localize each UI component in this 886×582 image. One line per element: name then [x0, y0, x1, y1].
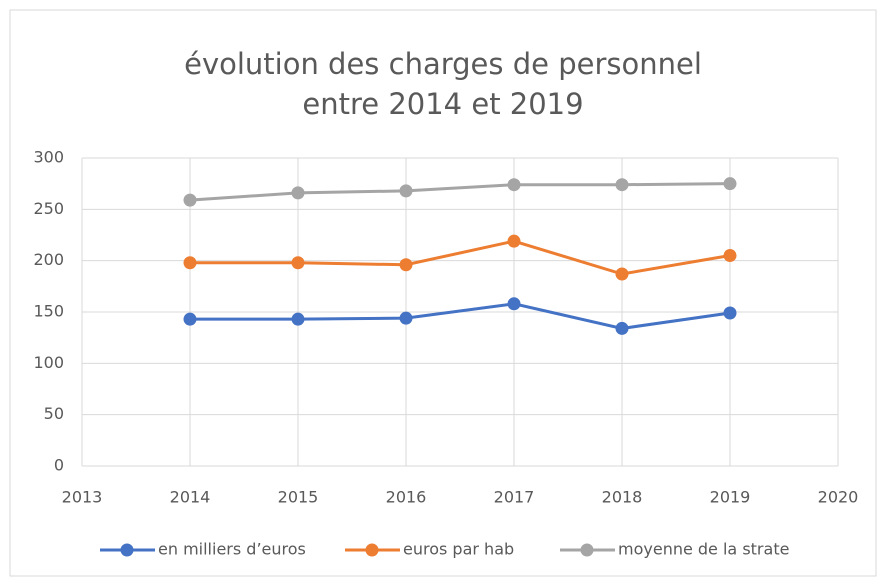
data-point [399, 184, 413, 198]
series-line [190, 302, 731, 330]
data-point [291, 256, 305, 270]
y-tick-label: 50 [44, 404, 64, 423]
x-tick-label: 2018 [602, 488, 643, 507]
data-point [183, 256, 197, 270]
chart-title: évolution des charges de personnel [184, 47, 702, 81]
x-tick-label: 2017 [494, 488, 535, 507]
data-point [615, 178, 629, 192]
legend-label: moyenne de la strate [618, 540, 789, 559]
y-tick-label: 300 [33, 148, 64, 167]
x-tick-label: 2013 [62, 488, 103, 507]
data-point [183, 193, 197, 207]
x-tick-label: 2015 [278, 488, 319, 507]
y-tick-label: 200 [33, 250, 64, 269]
x-tick-label: 2014 [170, 488, 211, 507]
data-point [507, 178, 521, 192]
chart-border [9, 9, 877, 577]
y-tick-label: 150 [33, 302, 64, 321]
x-tick-label: 2020 [818, 488, 859, 507]
data-point [399, 258, 413, 272]
legend-label: en milliers d’euros [158, 540, 306, 559]
data-point [615, 321, 629, 335]
data-point [723, 306, 737, 320]
data-point [723, 249, 737, 263]
data-point [507, 234, 521, 248]
legend-marker [365, 543, 379, 557]
data-point [291, 312, 305, 326]
y-tick-label: 100 [33, 353, 64, 372]
legend-label: euros par hab [403, 540, 514, 559]
data-point [291, 186, 305, 200]
data-point [615, 267, 629, 281]
y-tick-label: 0 [54, 456, 64, 475]
data-point [183, 312, 197, 326]
data-point [507, 297, 521, 311]
x-tick-label: 2019 [710, 488, 751, 507]
data-point [723, 177, 737, 191]
legend-marker [120, 543, 134, 557]
data-point [399, 311, 413, 325]
x-tick-label: 2016 [386, 488, 427, 507]
series-line [190, 239, 731, 276]
series-line [189, 182, 731, 202]
chart-title: entre 2014 et 2019 [302, 87, 583, 121]
legend-marker [580, 543, 594, 557]
y-tick-label: 250 [33, 199, 64, 218]
